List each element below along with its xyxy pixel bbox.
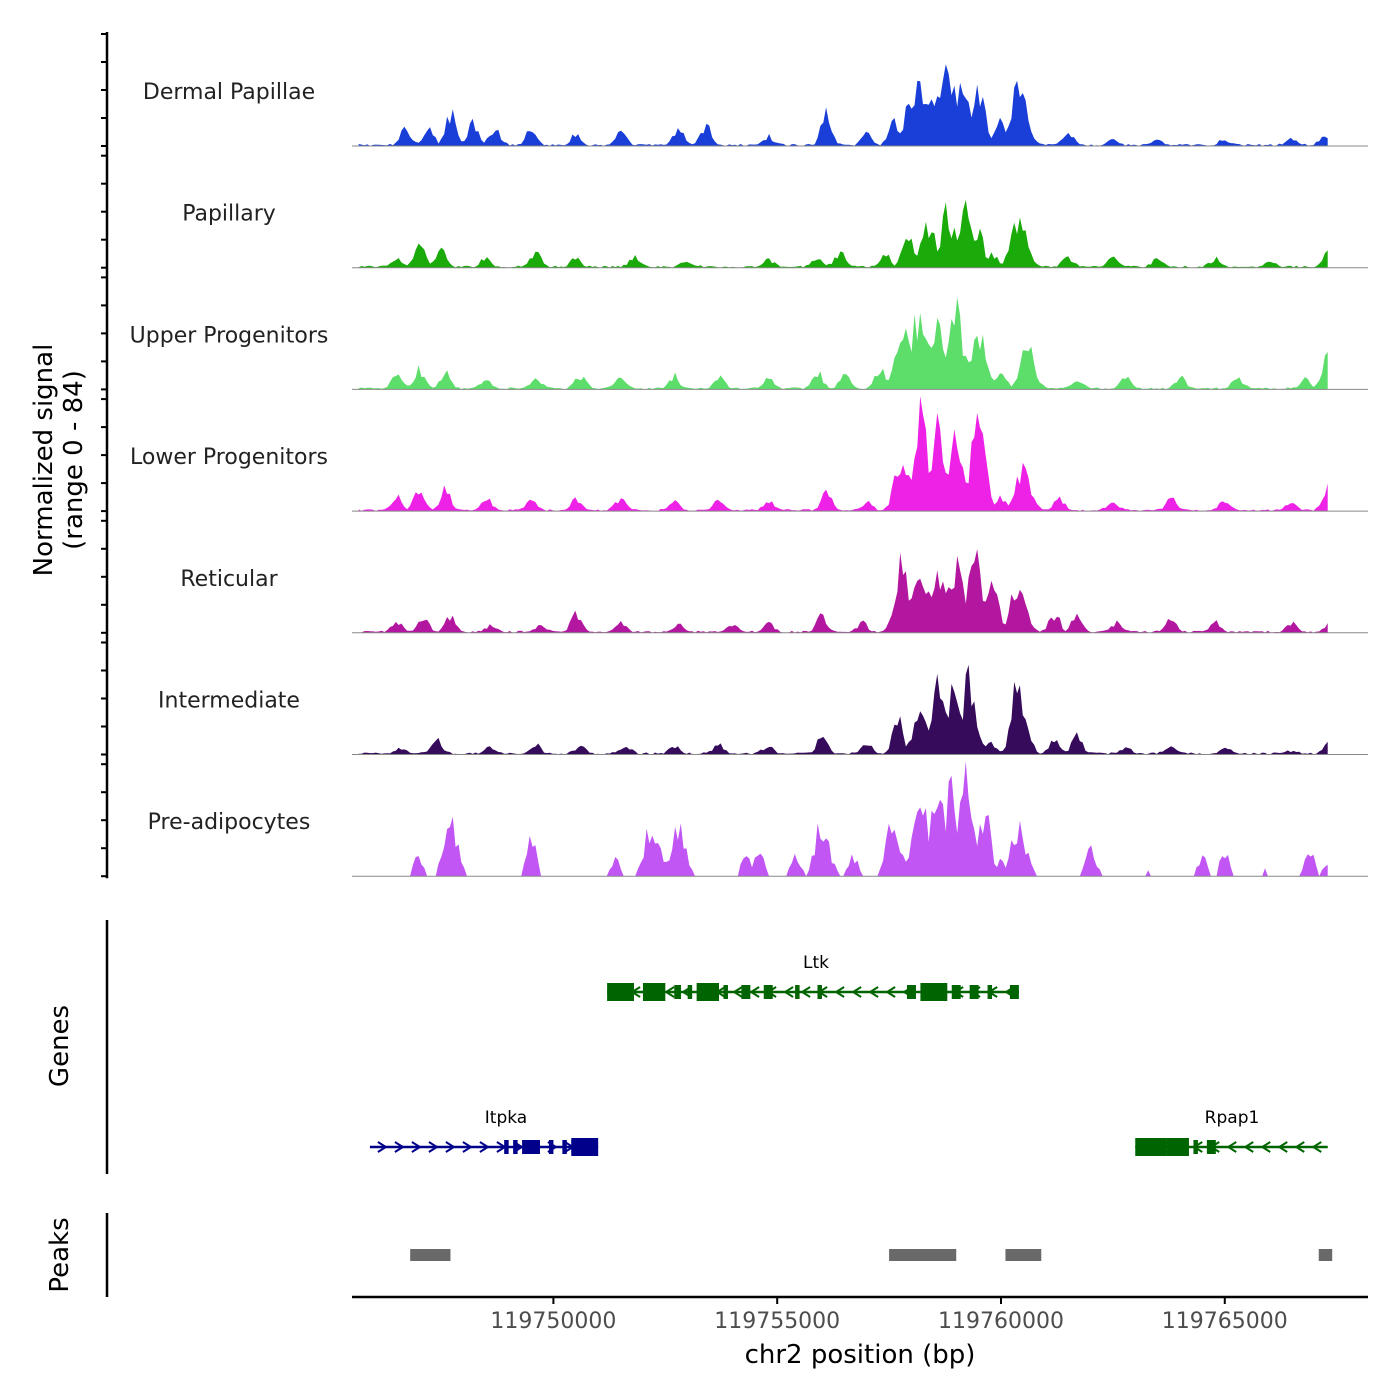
gene-ltk-strand-arrow: [851, 986, 862, 998]
gene-ltk-strand-arrow: [868, 986, 879, 998]
gene-ltk-strand-arrow: [749, 986, 760, 998]
peak-region: [1005, 1249, 1042, 1261]
x-axis-tick-label: 119765000: [1162, 1309, 1288, 1334]
signal-y-axis: [101, 32, 109, 879]
gene-rpap1-exon: [1206, 1140, 1216, 1154]
y-axis-title-line2: (range 0 - 84): [59, 370, 89, 550]
peaks-track: [105, 1213, 1333, 1297]
gene-itpka-label: Itpka: [485, 1108, 527, 1128]
track-label: Pre-adipocytes: [148, 810, 311, 835]
gene-ltk-exon: [607, 983, 634, 1001]
gene-ltk-exon: [741, 985, 751, 999]
gene-ltk-exon: [723, 985, 728, 999]
gene-ltk-exon: [1009, 985, 1019, 999]
x-axis-tick-label: 119755000: [714, 1309, 840, 1334]
gene-itpka-strand-arrow: [411, 1141, 422, 1153]
gene-itpka-exon: [513, 1140, 518, 1154]
gene-ltk-exon: [920, 983, 948, 1001]
gene-ltk-strand-arrow: [885, 986, 896, 998]
gene-ltk-exon: [951, 985, 961, 999]
gene-rpap1-strand-arrow: [1226, 1141, 1237, 1153]
track-label: Dermal Papillae: [143, 80, 315, 105]
gene-itpka-exon: [571, 1138, 599, 1156]
gene-rpap1-strand-arrow: [1294, 1141, 1305, 1153]
gene-ltk-exon: [987, 985, 993, 999]
gene-ltk-exon: [687, 985, 693, 999]
gene-itpka-strand-arrow: [479, 1141, 490, 1153]
signal-area-dermal-papillae: [358, 64, 1328, 146]
gene-ltk-exon: [642, 983, 666, 1001]
track-label: Papillary: [182, 202, 276, 227]
gene-rpap1-strand-arrow: [1243, 1141, 1254, 1153]
gene-ltk-exon: [817, 985, 822, 999]
gene-itpka-strand-arrow: [377, 1141, 388, 1153]
gene-ltk-exon: [969, 985, 979, 999]
peak-region: [889, 1249, 957, 1261]
y-axis-title-line1: Normalized signal: [29, 344, 59, 577]
gene-rpap1-label: Rpap1: [1205, 1108, 1260, 1128]
gene-itpka-exon: [548, 1140, 554, 1154]
gene-ltk-label: Ltk: [803, 953, 829, 973]
gene-itpka-exon: [562, 1140, 567, 1154]
peak-region: [410, 1249, 451, 1261]
gene-itpka-exon: [504, 1140, 509, 1154]
peak-region: [1318, 1249, 1333, 1261]
gene-rpap1-exon: [1166, 1138, 1189, 1156]
gene-itpka-strand-arrow: [462, 1141, 473, 1153]
gene-ltk-exon: [696, 983, 720, 1001]
x-axis-tick-label: 119760000: [938, 1309, 1064, 1334]
track-label: Lower Progenitors: [130, 445, 328, 470]
gene-rpap1-exon: [1135, 1138, 1167, 1156]
track-label: Intermediate: [158, 689, 300, 714]
x-axis: 119750000 119755000 119760000 119765000: [352, 1295, 1368, 1334]
signal-area-pre-adipocytes: [358, 761, 1328, 877]
x-axis-tick-label: 119750000: [490, 1309, 616, 1334]
gene-ltk-strand-arrow: [783, 986, 794, 998]
signal-area-reticular: [358, 549, 1328, 633]
gene-track-label: Genes: [45, 1005, 75, 1087]
gene-ltk-strand-arrow: [800, 986, 811, 998]
gene-rpap1-strand-arrow: [1277, 1141, 1288, 1153]
gene-itpka-strand-arrow: [394, 1141, 405, 1153]
signal-area-intermediate: [358, 664, 1328, 755]
gene-ltk-exon: [795, 985, 800, 999]
gene-ltk-strand-arrow: [834, 986, 845, 998]
gene-itpka-exon: [522, 1140, 540, 1154]
gene-ltk-strand-arrow: [664, 986, 675, 998]
signal-tracks: Dermal Papillae Papillary Upper Progenitor…: [130, 64, 1368, 877]
track-label: Upper Progenitors: [130, 323, 329, 348]
track-label: Reticular: [180, 567, 278, 592]
signal-area-lower-progenitors: [358, 396, 1328, 512]
gene-ltk-strand-arrow: [732, 986, 743, 998]
gene-ltk-exon: [906, 985, 916, 999]
signal-area-papillary: [358, 199, 1328, 268]
gene-ltk-exon: [674, 985, 681, 999]
gene-track: Ltk Itpka Rpap1: [105, 920, 1328, 1174]
gene-rpap1-strand-arrow: [1260, 1141, 1271, 1153]
gene-itpka-strand-arrow: [428, 1141, 439, 1153]
gene-rpap1-strand-arrow: [1311, 1141, 1322, 1153]
x-axis-title: chr2 position (bp): [745, 1340, 976, 1370]
gene-itpka-strand-arrow: [445, 1141, 456, 1153]
peaks-track-label: Peaks: [45, 1217, 75, 1292]
gene-ltk-exon: [763, 985, 773, 999]
gene-rpap1-exon: [1193, 1140, 1198, 1154]
signal-area-upper-progenitors: [358, 297, 1328, 390]
